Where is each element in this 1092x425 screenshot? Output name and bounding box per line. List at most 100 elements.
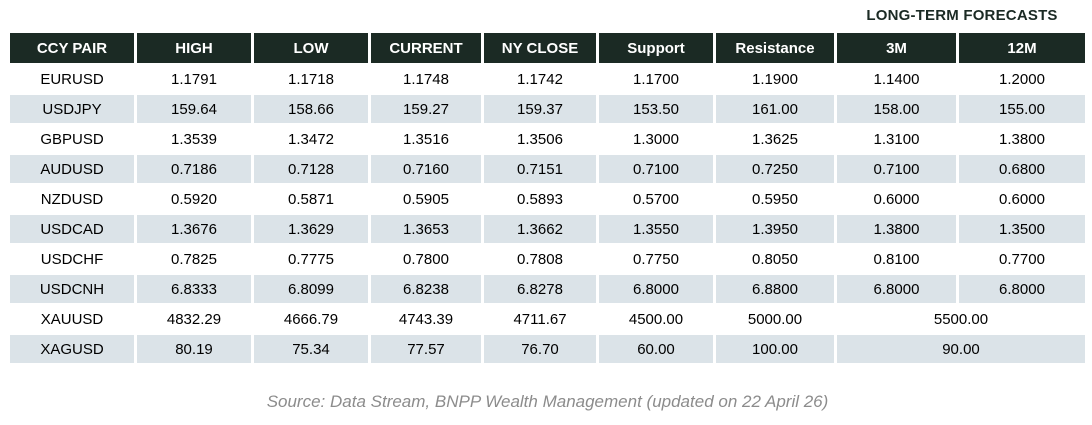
cell-low: 158.66 xyxy=(254,95,368,123)
cell-low: 0.7128 xyxy=(254,155,368,183)
cell-current: 0.5905 xyxy=(371,185,481,213)
cell-current: 0.7800 xyxy=(371,245,481,273)
cell-ny-close: 1.3662 xyxy=(484,215,596,243)
cell-resistance: 1.1900 xyxy=(716,65,834,93)
cell-ny-close: 1.1742 xyxy=(484,65,596,93)
cell-ny-close: 0.7151 xyxy=(484,155,596,183)
table-row-usdcad: USDCAD 1.3676 1.3629 1.3653 1.3662 1.355… xyxy=(10,215,1085,243)
cell-pair: USDCNH xyxy=(10,275,134,303)
cell-forecast-merged: 5500.00 xyxy=(837,305,1085,333)
table-row-gbpusd: GBPUSD 1.3539 1.3472 1.3516 1.3506 1.300… xyxy=(10,125,1085,153)
cell-3m: 0.7100 xyxy=(837,155,956,183)
cell-12m: 1.3800 xyxy=(959,125,1085,153)
cell-12m: 0.7700 xyxy=(959,245,1085,273)
cell-resistance: 0.7250 xyxy=(716,155,834,183)
cell-3m: 1.1400 xyxy=(837,65,956,93)
cell-ny-close: 0.5893 xyxy=(484,185,596,213)
cell-current: 0.7160 xyxy=(371,155,481,183)
cell-support: 153.50 xyxy=(599,95,713,123)
col-header-high: HIGH xyxy=(137,33,251,63)
cell-pair: USDCAD xyxy=(10,215,134,243)
cell-resistance: 1.3625 xyxy=(716,125,834,153)
cell-support: 1.1700 xyxy=(599,65,713,93)
cell-pair: EURUSD xyxy=(10,65,134,93)
cell-support: 1.3550 xyxy=(599,215,713,243)
table-row-xauusd: XAUUSD 4832.29 4666.79 4743.39 4711.67 4… xyxy=(10,305,1085,333)
col-header-ny-close: NY CLOSE xyxy=(484,33,596,63)
cell-pair: USDCHF xyxy=(10,245,134,273)
cell-high: 0.7825 xyxy=(137,245,251,273)
table-row-audusd: AUDUSD 0.7186 0.7128 0.7160 0.7151 0.710… xyxy=(10,155,1085,183)
cell-3m: 0.8100 xyxy=(837,245,956,273)
cell-12m: 155.00 xyxy=(959,95,1085,123)
cell-support: 4500.00 xyxy=(599,305,713,333)
cell-support: 0.7750 xyxy=(599,245,713,273)
cell-ny-close: 1.3506 xyxy=(484,125,596,153)
cell-low: 1.3629 xyxy=(254,215,368,243)
cell-support: 0.5700 xyxy=(599,185,713,213)
cell-resistance: 1.3950 xyxy=(716,215,834,243)
table-row-usdcnh: USDCNH 6.8333 6.8099 6.8238 6.8278 6.800… xyxy=(10,275,1085,303)
cell-pair: AUDUSD xyxy=(10,155,134,183)
cell-forecast-merged: 90.00 xyxy=(837,335,1085,363)
cell-high: 80.19 xyxy=(137,335,251,363)
table-row-usdjpy: USDJPY 159.64 158.66 159.27 159.37 153.5… xyxy=(10,95,1085,123)
cell-current: 77.57 xyxy=(371,335,481,363)
cell-ny-close: 159.37 xyxy=(484,95,596,123)
cell-12m: 0.6000 xyxy=(959,185,1085,213)
cell-high: 0.5920 xyxy=(137,185,251,213)
cell-low: 0.5871 xyxy=(254,185,368,213)
cell-3m: 0.6000 xyxy=(837,185,956,213)
col-header-12m: 12M xyxy=(959,33,1085,63)
cell-12m: 1.3500 xyxy=(959,215,1085,243)
col-header-3m: 3M xyxy=(837,33,956,63)
cell-support: 60.00 xyxy=(599,335,713,363)
col-header-current: CURRENT xyxy=(371,33,481,63)
cell-low: 75.34 xyxy=(254,335,368,363)
cell-3m: 6.8000 xyxy=(837,275,956,303)
table-row-nzdusd: NZDUSD 0.5920 0.5871 0.5905 0.5893 0.570… xyxy=(10,185,1085,213)
cell-current: 159.27 xyxy=(371,95,481,123)
col-header-support: Support xyxy=(599,33,713,63)
cell-pair: GBPUSD xyxy=(10,125,134,153)
cell-pair: XAUUSD xyxy=(10,305,134,333)
cell-current: 1.1748 xyxy=(371,65,481,93)
cell-3m: 1.3800 xyxy=(837,215,956,243)
cell-ny-close: 76.70 xyxy=(484,335,596,363)
cell-3m: 1.3100 xyxy=(837,125,956,153)
cell-current: 1.3516 xyxy=(371,125,481,153)
cell-support: 6.8000 xyxy=(599,275,713,303)
cell-resistance: 0.5950 xyxy=(716,185,834,213)
cell-pair: NZDUSD xyxy=(10,185,134,213)
table-row-usdchf: USDCHF 0.7825 0.7775 0.7800 0.7808 0.775… xyxy=(10,245,1085,273)
cell-pair: XAGUSD xyxy=(10,335,134,363)
cell-high: 159.64 xyxy=(137,95,251,123)
cell-high: 6.8333 xyxy=(137,275,251,303)
cell-support: 1.3000 xyxy=(599,125,713,153)
cell-resistance: 100.00 xyxy=(716,335,834,363)
cell-current: 4743.39 xyxy=(371,305,481,333)
cell-ny-close: 6.8278 xyxy=(484,275,596,303)
fx-forecast-table: CCY PAIR HIGH LOW CURRENT NY CLOSE Suppo… xyxy=(7,31,1088,365)
cell-low: 1.1718 xyxy=(254,65,368,93)
cell-ny-close: 4711.67 xyxy=(484,305,596,333)
cell-high: 1.3676 xyxy=(137,215,251,243)
cell-12m: 6.8000 xyxy=(959,275,1085,303)
cell-resistance: 161.00 xyxy=(716,95,834,123)
table-row-xagusd: XAGUSD 80.19 75.34 77.57 76.70 60.00 100… xyxy=(10,335,1085,363)
cell-current: 1.3653 xyxy=(371,215,481,243)
cell-12m: 1.2000 xyxy=(959,65,1085,93)
cell-current: 6.8238 xyxy=(371,275,481,303)
source-note: Source: Data Stream, BNPP Wealth Managem… xyxy=(266,392,829,411)
cell-resistance: 5000.00 xyxy=(716,305,834,333)
cell-ny-close: 0.7808 xyxy=(484,245,596,273)
col-header-resistance: Resistance xyxy=(716,33,834,63)
cell-3m: 158.00 xyxy=(837,95,956,123)
cell-12m: 0.6800 xyxy=(959,155,1085,183)
cell-pair: USDJPY xyxy=(10,95,134,123)
cell-low: 6.8099 xyxy=(254,275,368,303)
cell-support: 0.7100 xyxy=(599,155,713,183)
cell-low: 0.7775 xyxy=(254,245,368,273)
cell-low: 1.3472 xyxy=(254,125,368,153)
cell-high: 0.7186 xyxy=(137,155,251,183)
